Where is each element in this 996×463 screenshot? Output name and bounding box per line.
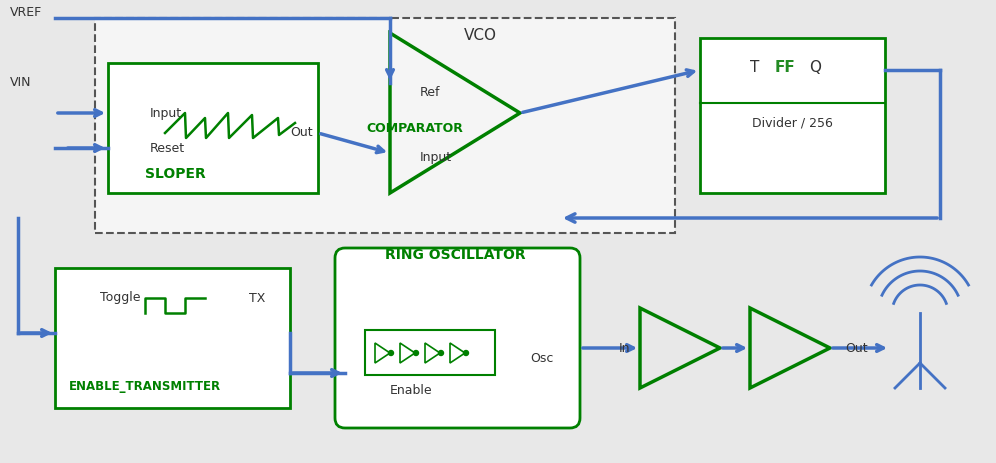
Text: RING OSCILLATOR: RING OSCILLATOR [384,248,525,262]
Circle shape [463,350,468,356]
FancyBboxPatch shape [335,248,580,428]
Text: VREF: VREF [10,6,42,19]
Text: Input: Input [150,106,182,119]
Text: Ref: Ref [420,87,440,100]
Circle shape [438,350,443,356]
Bar [108,63,318,193]
Text: In: In [619,342,630,355]
Bar [365,330,495,375]
Text: Out: Out [290,126,313,139]
Text: SLOPER: SLOPER [144,167,205,181]
Text: Q: Q [809,61,821,75]
Bar [55,268,290,408]
Text: VIN: VIN [10,76,32,89]
Text: T: T [750,61,760,75]
Text: Out: Out [845,342,868,355]
Text: Reset: Reset [150,142,185,155]
Text: TX: TX [249,292,265,305]
Text: ENABLE_TRANSMITTER: ENABLE_TRANSMITTER [69,380,221,393]
Text: Toggle: Toggle [100,292,140,305]
Circle shape [388,350,393,356]
Text: COMPARATOR: COMPARATOR [367,121,463,134]
Bar [700,38,885,193]
Text: Enable: Enable [390,384,432,398]
Text: Osc: Osc [530,351,554,364]
Bar [95,18,675,233]
Text: FF: FF [775,61,796,75]
Text: Input: Input [420,151,452,164]
Circle shape [413,350,418,356]
Text: Divider / 256: Divider / 256 [752,117,833,130]
Text: VCO: VCO [463,28,496,43]
